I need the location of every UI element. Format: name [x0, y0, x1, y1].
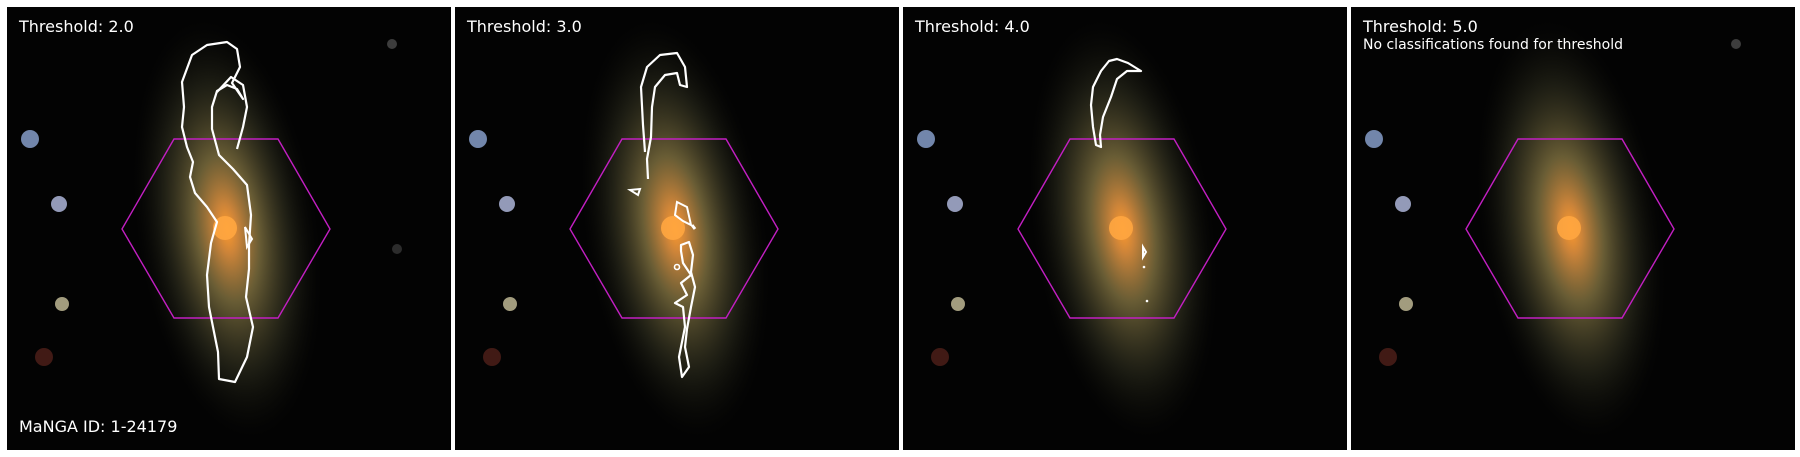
ifu-hexagon — [1017, 138, 1227, 319]
star — [1395, 196, 1411, 212]
ifu-hexagon — [121, 138, 331, 319]
star — [1399, 297, 1413, 311]
contour — [216, 75, 249, 150]
contour — [626, 187, 642, 197]
galaxy-core — [1109, 216, 1133, 240]
star — [931, 348, 949, 366]
star — [387, 39, 397, 49]
contour — [690, 224, 697, 230]
star — [1731, 39, 1741, 49]
galaxy-image — [1351, 7, 1795, 450]
panel-threshold-4: Threshold: 4.0 — [903, 7, 1347, 450]
star — [21, 130, 39, 148]
galaxy-core — [213, 216, 237, 240]
contour — [1089, 57, 1143, 149]
star — [35, 348, 53, 366]
ifu-hexagon — [1465, 138, 1675, 319]
ifu-hexagon — [569, 138, 779, 319]
manga-id-label: MaNGA ID: 1-24179 — [19, 417, 178, 436]
threshold-label: Threshold: 4.0 — [915, 17, 1030, 36]
galaxy-image — [903, 7, 1347, 450]
star — [917, 130, 935, 148]
star — [469, 130, 487, 148]
panel-threshold-2: Threshold: 2.0 MaNGA ID: 1-24179 — [7, 7, 451, 450]
star — [392, 244, 402, 254]
star — [947, 196, 963, 212]
galaxy-core — [661, 216, 685, 240]
contour — [673, 263, 681, 271]
contour — [244, 226, 254, 251]
contour — [673, 240, 697, 379]
galaxy-core — [1557, 216, 1581, 240]
contour — [180, 40, 255, 384]
star — [1379, 348, 1397, 366]
contour — [639, 51, 689, 180]
threshold-label: Threshold: 2.0 — [19, 17, 134, 36]
star — [499, 196, 515, 212]
panel-threshold-3: Threshold: 3.0 — [455, 7, 899, 450]
panel-threshold-5: Threshold: 5.0 No classifications found … — [1351, 7, 1795, 450]
star — [503, 297, 517, 311]
threshold-label: Threshold: 3.0 — [467, 17, 582, 36]
galaxy-image — [455, 7, 899, 450]
star — [1365, 130, 1383, 148]
galaxy-image — [7, 7, 451, 450]
star — [55, 297, 69, 311]
threshold-label: Threshold: 5.0 — [1363, 17, 1478, 36]
contour — [1145, 299, 1149, 303]
contour — [1142, 265, 1146, 269]
star — [951, 297, 965, 311]
no-classifications-note: No classifications found for threshold — [1363, 37, 1623, 53]
contour — [673, 200, 693, 227]
star — [483, 348, 501, 366]
star — [51, 196, 67, 212]
contour — [1142, 243, 1148, 261]
